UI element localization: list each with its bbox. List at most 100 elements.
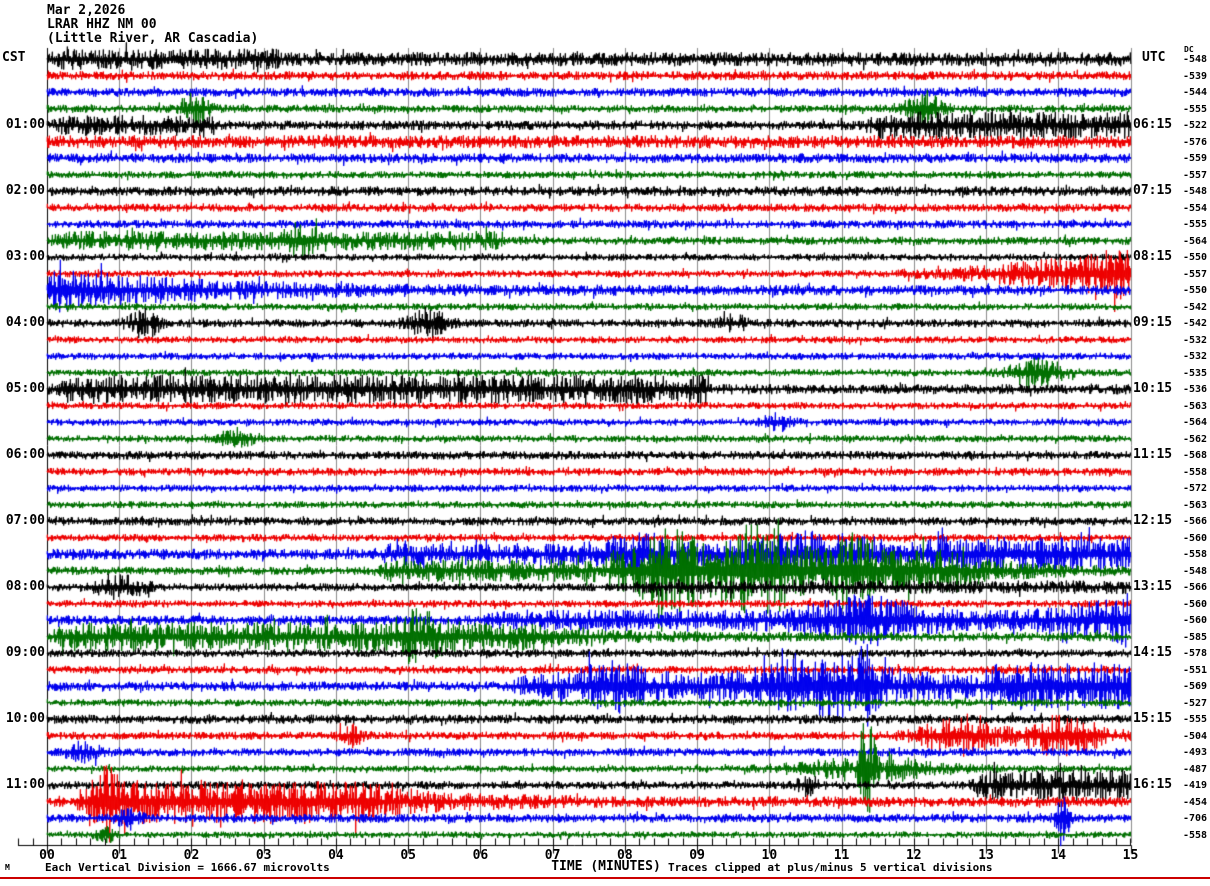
dc-value: -564 [1183, 235, 1208, 247]
right-hour-label: 15:15 [1133, 711, 1173, 727]
dc-value: -568 [1183, 450, 1208, 462]
left-hour-label: 04:00 [5, 315, 45, 331]
dc-value: -536 [1183, 384, 1208, 396]
dc-value: -550 [1183, 285, 1208, 297]
right-hour-label: 16:15 [1133, 777, 1173, 793]
dc-value: -493 [1183, 747, 1208, 759]
dc-value: -585 [1183, 631, 1208, 643]
scale-note: Each Vertical Division = 1666.67 microvo… [45, 861, 330, 874]
right-hour-label: 06:15 [1133, 117, 1173, 133]
dc-value: -557 [1183, 268, 1208, 280]
dc-value: -542 [1183, 301, 1208, 313]
left-hour-label: 01:00 [5, 117, 45, 133]
x-axis-label: TIME (MINUTES) [551, 859, 661, 874]
clip-note: Traces clipped at plus/minus 5 vertical … [668, 861, 993, 874]
right-hour-label: 14:15 [1133, 645, 1173, 661]
dc-value: -527 [1183, 697, 1208, 709]
dc-value: -558 [1183, 466, 1208, 478]
title-location: (Little River, AR Cascadia) [47, 31, 259, 46]
dc-value: -564 [1183, 417, 1208, 429]
right-hour-label: 07:15 [1133, 183, 1173, 199]
dc-value: -555 [1183, 714, 1208, 726]
title-station: LRAR HHZ NM 00 [47, 17, 157, 32]
dc-value: -454 [1183, 796, 1208, 808]
x-tick-label: 15 [1122, 848, 1139, 863]
dc-value: -532 [1183, 351, 1208, 363]
right-hour-label: 09:15 [1133, 315, 1173, 331]
x-tick-label: 07 [544, 848, 561, 863]
watermark-glyph: M [5, 863, 10, 872]
left-hour-label: 03:00 [5, 249, 45, 265]
dc-value: -555 [1183, 103, 1208, 115]
left-hour-label: 10:00 [5, 711, 45, 727]
dc-value: -419 [1183, 780, 1208, 792]
left-hour-label: 09:00 [5, 645, 45, 661]
dc-value: -560 [1183, 532, 1208, 544]
dc-value: -532 [1183, 334, 1208, 346]
x-tick-label: 00 [39, 848, 55, 863]
right-hour-label: 11:15 [1133, 447, 1173, 463]
dc-value: -560 [1183, 598, 1208, 610]
dc-value: -560 [1183, 615, 1208, 627]
dc-value: -550 [1183, 252, 1208, 264]
dc-value: -566 [1183, 516, 1208, 528]
x-tick-label: 04 [328, 848, 344, 863]
x-tick-label: 10 [761, 848, 778, 863]
x-tick-label: 13 [978, 848, 994, 863]
x-tick-label: 03 [255, 848, 272, 863]
dc-value: -487 [1183, 763, 1208, 775]
dc-value: -578 [1183, 648, 1208, 660]
dc-column-header: DC [1184, 45, 1194, 54]
right-hour-label: 12:15 [1133, 513, 1173, 529]
right-timezone-header: UTC [1142, 50, 1166, 65]
dc-value: -557 [1183, 169, 1208, 181]
dc-value: -554 [1183, 202, 1208, 214]
dc-value: -563 [1183, 400, 1208, 412]
dc-value: -569 [1183, 681, 1208, 693]
dc-value: -558 [1183, 549, 1208, 561]
left-hour-label: 05:00 [5, 381, 45, 397]
left-timezone-header: CST [2, 50, 26, 65]
x-tick-label: 06 [472, 848, 489, 863]
right-hour-label: 10:15 [1133, 381, 1173, 397]
dc-value: -548 [1183, 186, 1208, 198]
x-tick-label: 11 [833, 848, 850, 863]
x-tick-label: 14 [1050, 848, 1067, 863]
dc-value: -548 [1183, 565, 1208, 577]
dc-value: -706 [1183, 813, 1208, 825]
bottom-accent-line [0, 877, 1210, 879]
dc-value: -548 [1183, 54, 1208, 66]
x-tick-label: 01 [111, 848, 128, 863]
dc-value: -559 [1183, 153, 1208, 165]
dc-value: -535 [1183, 367, 1208, 379]
right-hour-label: 13:15 [1133, 579, 1173, 595]
dc-value: -539 [1183, 70, 1208, 82]
right-hour-label: 08:15 [1133, 249, 1173, 265]
left-hour-label: 06:00 [5, 447, 45, 463]
dc-value: -563 [1183, 499, 1208, 511]
x-tick-label: 02 [183, 848, 200, 863]
left-hour-label: 11:00 [5, 777, 45, 793]
dc-value: -572 [1183, 483, 1208, 495]
title-block: Mar 2,2026 LRAR HHZ NM 00 (Little River,… [47, 4, 258, 46]
x-tick-label: 05 [400, 848, 416, 863]
left-hour-label: 07:00 [5, 513, 45, 529]
dc-value: -562 [1183, 433, 1208, 445]
dc-value: -566 [1183, 582, 1208, 594]
left-hour-label: 02:00 [5, 183, 45, 199]
x-tick-label: 08 [617, 848, 633, 863]
dc-value: -522 [1183, 120, 1208, 132]
dc-value: -542 [1183, 318, 1208, 330]
dc-value: -544 [1183, 87, 1208, 99]
left-hour-label: 08:00 [5, 579, 45, 595]
dc-value: -576 [1183, 136, 1208, 148]
x-tick-label: 12 [905, 848, 922, 863]
dc-value: -551 [1183, 664, 1208, 676]
dc-value: -558 [1183, 829, 1208, 841]
x-tick-label: 09 [689, 848, 705, 863]
title-date: Mar 2,2026 [47, 3, 126, 18]
dc-value: -555 [1183, 219, 1208, 231]
dc-value: -504 [1183, 730, 1208, 742]
